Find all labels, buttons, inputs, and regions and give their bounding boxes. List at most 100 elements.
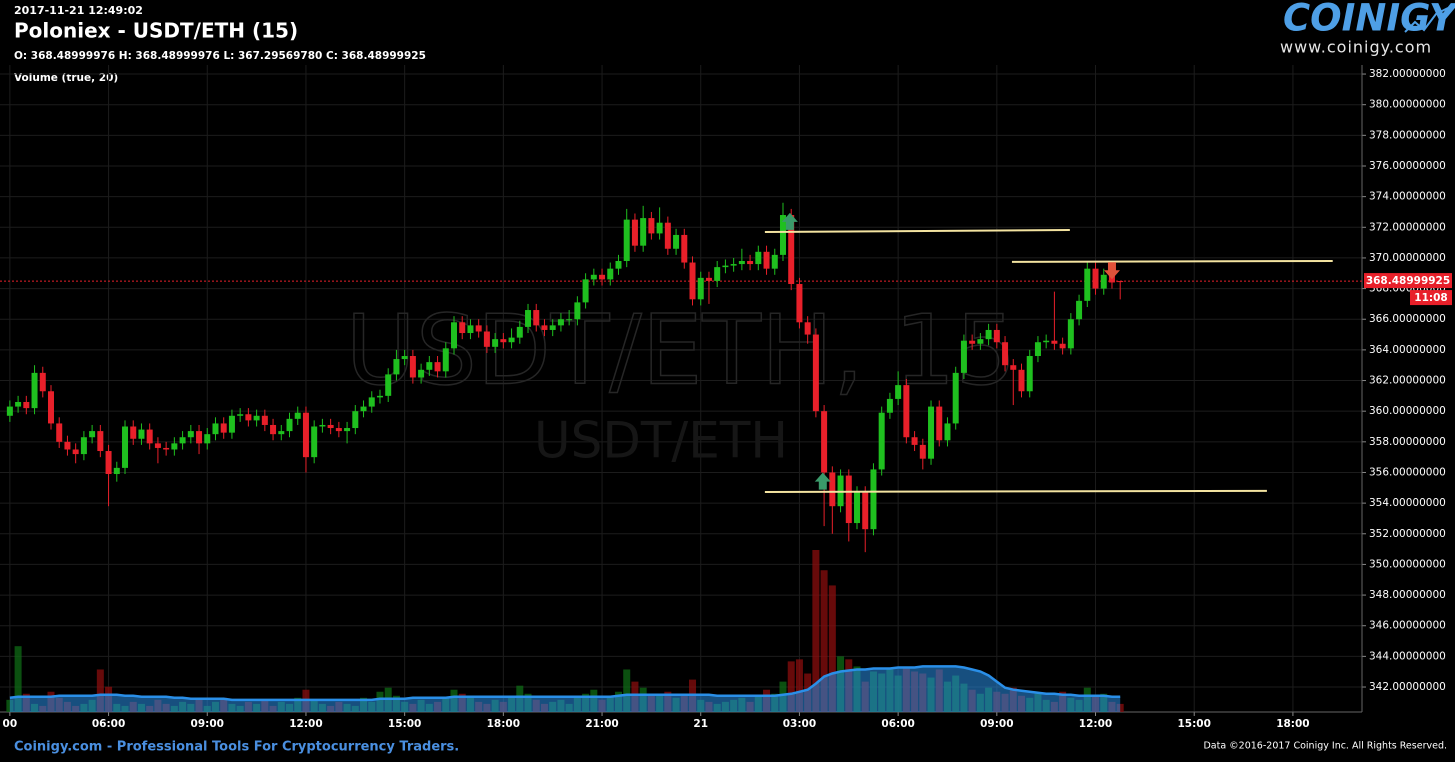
candle-body: [845, 475, 852, 524]
candle-body: [294, 412, 301, 419]
candle-body: [1117, 281, 1124, 283]
candle-body: [969, 340, 976, 344]
candle-body: [796, 283, 803, 323]
candle-body: [483, 331, 490, 347]
candle-body: [886, 398, 893, 413]
volume-bar: [6, 699, 14, 712]
y-tick-label: 358.00000000: [1369, 436, 1446, 448]
candle-body: [928, 406, 935, 459]
candle-body: [911, 437, 918, 445]
y-tick-label: 362.00000000: [1369, 375, 1446, 387]
x-tick-label: 21: [693, 718, 708, 730]
candle-body: [607, 268, 614, 280]
y-tick-label: 380.00000000: [1369, 99, 1446, 111]
candle-body: [401, 356, 408, 360]
candle-body: [105, 451, 112, 475]
candle-body: [56, 423, 63, 442]
y-tick-label: 356.00000000: [1369, 466, 1446, 478]
y-tick-label: 378.00000000: [1369, 129, 1446, 141]
candle-body: [72, 449, 79, 455]
signal-arrow: [1103, 262, 1120, 280]
x-tick-label: 15:00: [1177, 718, 1210, 730]
candle-body: [360, 406, 367, 412]
candle-body: [508, 337, 515, 343]
candle-body: [631, 219, 638, 246]
volume-bar: [787, 661, 795, 712]
candle-body: [812, 334, 819, 412]
candle-body: [253, 415, 260, 421]
candle-body: [220, 423, 227, 433]
candle-body: [434, 362, 441, 372]
volume-bar: [795, 659, 803, 712]
candle-body: [705, 277, 712, 281]
y-tick-label: 382.00000000: [1369, 68, 1446, 80]
volume-bar: [623, 669, 631, 712]
candle-body: [936, 406, 943, 441]
candle-body: [747, 261, 754, 265]
candle-body: [311, 426, 318, 458]
candle-body: [755, 251, 762, 265]
x-tick-label: 15:00: [388, 718, 421, 730]
trendline: [764, 229, 1070, 234]
x-tick-label: 12:00: [1079, 718, 1112, 730]
candle-body: [409, 356, 416, 378]
candle-body: [278, 431, 285, 435]
x-tick-label: 12:00: [289, 718, 322, 730]
candle-body: [993, 329, 1000, 343]
trendline: [1011, 260, 1333, 263]
countdown-box: [1410, 290, 1452, 306]
candle-body: [714, 267, 721, 281]
x-tick-label: 09:00: [980, 718, 1013, 730]
y-tick-label: 376.00000000: [1369, 160, 1446, 172]
x-tick-label: 18:00: [1276, 718, 1309, 730]
volume-bar: [820, 570, 828, 712]
candle-body: [763, 251, 770, 269]
volume-ma-line: [9, 665, 1121, 702]
candle-body: [122, 426, 129, 468]
candle-body: [1018, 369, 1025, 392]
candle-body: [1067, 319, 1074, 349]
candle-body: [113, 467, 120, 475]
candle-body: [985, 329, 992, 340]
volume-bar: [96, 669, 104, 712]
candle-body: [804, 322, 811, 335]
candle-body: [146, 429, 153, 444]
candle-body: [574, 302, 581, 320]
candle-body: [1092, 268, 1099, 289]
candle-body: [673, 234, 680, 249]
footer-right: Data ©2016-2017 Coinigy Inc. All Rights …: [1203, 741, 1447, 752]
candle-body: [541, 325, 548, 330]
footer-left: Coinigy.com - Professional Tools For Cry…: [14, 740, 459, 755]
signal-arrow: [781, 212, 798, 230]
y-tick-label: 342.00000000: [1369, 681, 1446, 693]
candle-body: [582, 279, 589, 303]
x-tick-label: 09:00: [191, 718, 224, 730]
x-tick-label: 06:00: [881, 718, 914, 730]
candle-body: [549, 325, 556, 330]
y-tick-label: 348.00000000: [1369, 589, 1446, 601]
candle-body: [204, 434, 211, 444]
candle-body: [590, 274, 597, 280]
candle-body: [1043, 340, 1050, 343]
candle-body: [664, 222, 671, 249]
candle-body: [376, 395, 383, 398]
candle-body: [418, 369, 425, 378]
candle-body: [179, 437, 186, 444]
candle-body: [648, 218, 655, 234]
candle-body: [319, 424, 326, 427]
y-tick-label: 352.00000000: [1369, 528, 1446, 540]
candle-body: [533, 310, 540, 326]
x-tick-label: 21:00: [585, 718, 618, 730]
candle-body: [738, 261, 745, 265]
candle-body: [97, 431, 104, 452]
candle-body: [39, 372, 46, 392]
candle-body: [722, 265, 729, 268]
candle-body: [903, 385, 910, 438]
candle-body: [656, 222, 663, 234]
ohlc-readout: O: 368.48999976 H: 368.48999976 L: 367.2…: [14, 50, 426, 62]
candle-body: [960, 340, 967, 373]
candle-body: [31, 372, 38, 409]
candle-body: [640, 218, 647, 246]
